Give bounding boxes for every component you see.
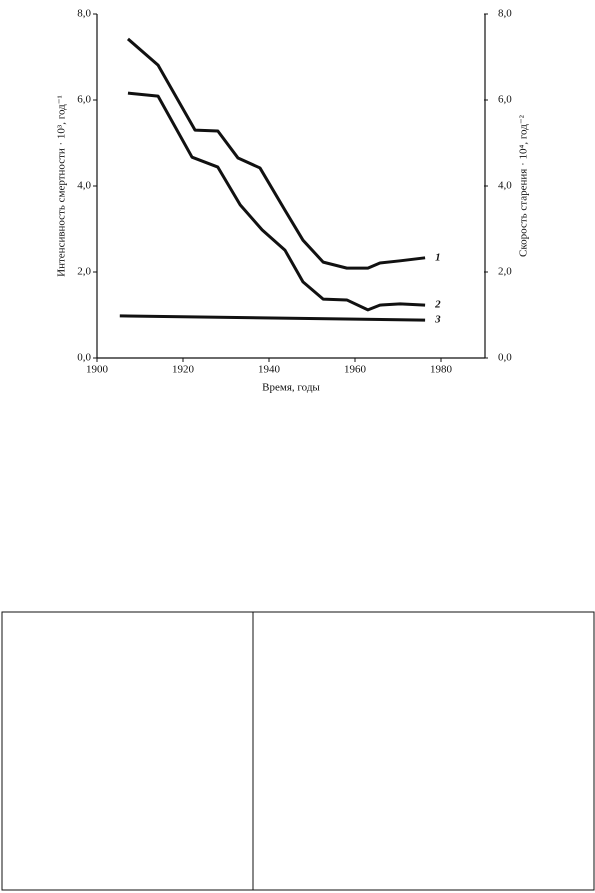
series-line (126, 37, 426, 270)
series-label: 1 (435, 251, 441, 263)
y2-tick-label: 4,0 (498, 180, 512, 192)
y2-tick-label: 0,0 (498, 352, 512, 364)
y-tick-label: 6,0 (77, 94, 91, 106)
table-frame (1, 611, 595, 891)
y-tick-label: 0,0 (77, 352, 91, 364)
x-tick-label: 1960 (344, 364, 367, 376)
x-tick-label: 1940 (258, 364, 281, 376)
y2-tick-label: 2,0 (498, 266, 512, 278)
x-tick-label: 1980 (430, 364, 453, 376)
y2-tick-label: 8,0 (498, 8, 512, 20)
x-tick-label: 1900 (86, 364, 109, 376)
series-line (127, 91, 426, 312)
series-label: 3 (434, 314, 441, 326)
y2-tick-label: 6,0 (498, 94, 512, 106)
x-tick-label: 1920 (172, 364, 195, 376)
series-label: 2 (434, 299, 441, 311)
y-tick-label: 8,0 (77, 8, 91, 20)
y-tick-label: 4,0 (77, 180, 91, 192)
x-axis-label: Время, годы (262, 382, 320, 394)
y-axis-label: Интенсивность смертности · 10³, год⁻¹ (56, 95, 68, 277)
y-tick-label: 2,0 (77, 266, 91, 278)
series-line (119, 314, 426, 322)
y2-axis-label: Скорость старения · 10⁴, год⁻² (518, 114, 530, 257)
